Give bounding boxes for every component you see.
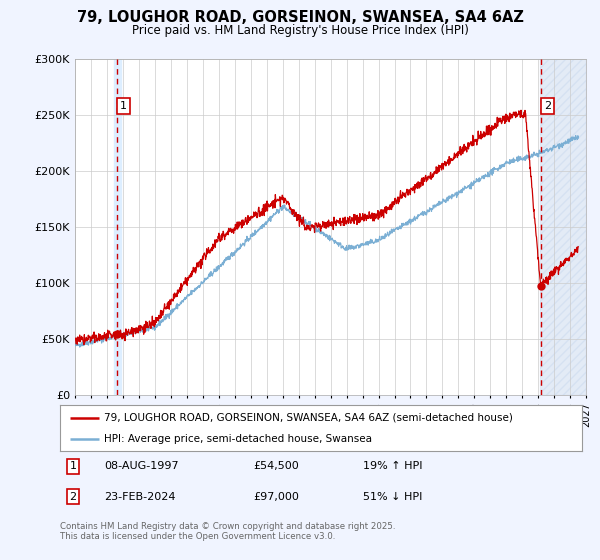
Bar — [540, 59, 586, 395]
Bar — [114, 59, 121, 395]
Text: 1: 1 — [70, 461, 76, 472]
Text: 1: 1 — [120, 101, 127, 111]
Text: 51% ↓ HPI: 51% ↓ HPI — [363, 492, 422, 502]
Text: Contains HM Land Registry data © Crown copyright and database right 2025.
This d: Contains HM Land Registry data © Crown c… — [60, 522, 395, 542]
Text: 19% ↑ HPI: 19% ↑ HPI — [363, 461, 422, 472]
Text: 23-FEB-2024: 23-FEB-2024 — [104, 492, 176, 502]
Text: £54,500: £54,500 — [253, 461, 299, 472]
Text: 79, LOUGHOR ROAD, GORSEINON, SWANSEA, SA4 6AZ: 79, LOUGHOR ROAD, GORSEINON, SWANSEA, SA… — [77, 10, 523, 25]
Text: Price paid vs. HM Land Registry's House Price Index (HPI): Price paid vs. HM Land Registry's House … — [131, 24, 469, 36]
Text: 2: 2 — [70, 492, 77, 502]
Text: 2: 2 — [544, 101, 551, 111]
Text: HPI: Average price, semi-detached house, Swansea: HPI: Average price, semi-detached house,… — [104, 435, 373, 444]
Text: 79, LOUGHOR ROAD, GORSEINON, SWANSEA, SA4 6AZ (semi-detached house): 79, LOUGHOR ROAD, GORSEINON, SWANSEA, SA… — [104, 413, 513, 423]
Text: 08-AUG-1997: 08-AUG-1997 — [104, 461, 179, 472]
Text: £97,000: £97,000 — [253, 492, 299, 502]
